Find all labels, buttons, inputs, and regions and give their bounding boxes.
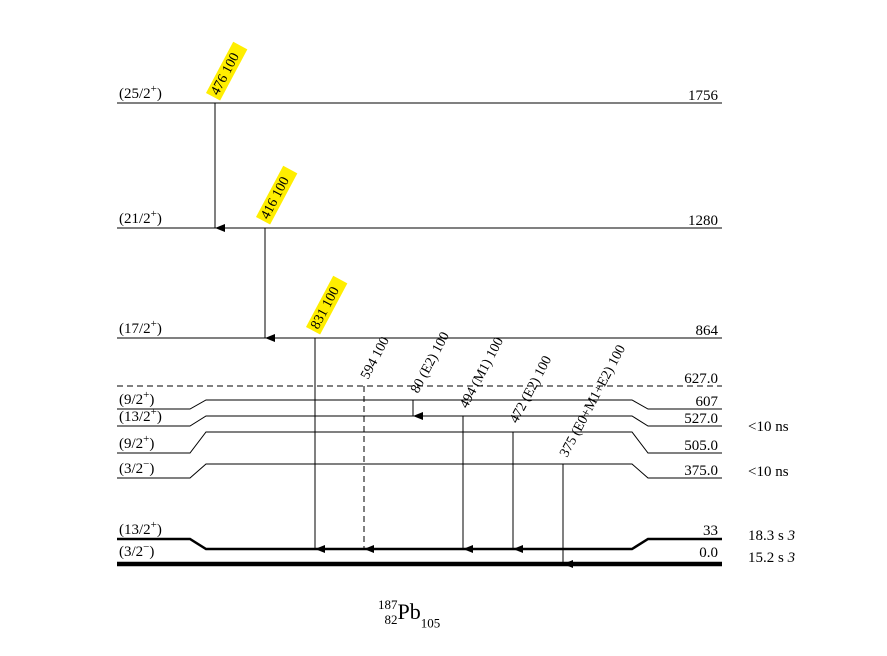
gamma-highlight-476: [205, 41, 248, 101]
halflife-0: 15.2 s 3: [748, 550, 795, 566]
halflife-527: <10 ns: [748, 419, 789, 435]
gamma-label-476: 476 100: [208, 51, 243, 98]
level-line-505: [117, 431, 722, 454]
gamma-label-831: 831 100: [308, 285, 343, 332]
nucleus-label: 187 82 Pb105: [378, 597, 440, 630]
level-line-607: [117, 399, 722, 410]
spin-label-0: (3/2−): [119, 541, 154, 560]
level-line-375: [117, 463, 722, 479]
spin-label-1756: (25/2+): [119, 83, 162, 102]
energy-label-0: 0.0: [699, 545, 718, 561]
nucleus-mass: 187: [378, 597, 398, 612]
gamma-label-416: 416 100: [258, 175, 293, 222]
spin-label-375: (3/2−): [119, 458, 154, 477]
spin-label-33: (13/2+): [119, 519, 162, 538]
gamma-highlight-416: [255, 165, 298, 225]
energy-label-1756: 1756: [688, 88, 719, 104]
level-line-33: [117, 537, 722, 551]
spin-label-505: (9/2+): [119, 433, 154, 452]
gamma-highlight-831: [305, 275, 348, 335]
energy-label-607: 607: [696, 394, 719, 410]
nucleus-z: 82: [384, 612, 398, 627]
energy-label-33: 33: [703, 523, 718, 539]
energy-label-1280: 1280: [688, 213, 718, 229]
nucleus-mass-z: 187 82: [378, 597, 398, 627]
energy-label-527: 527.0: [684, 411, 718, 427]
spin-label-1280: (21/2+): [119, 208, 162, 227]
halflife-33: 18.3 s 3: [748, 528, 795, 544]
gamma-label-375: 375 (E0+M1+E2) 100: [557, 343, 629, 460]
nucleus-n: 105: [420, 615, 441, 631]
energy-label-375: 375.0: [684, 463, 718, 479]
spin-label-607: (9/2+): [119, 389, 154, 408]
gamma-label-594: 594 100: [358, 335, 393, 382]
spin-label-527: (13/2+): [119, 406, 162, 425]
energy-label-627: 627.0: [684, 371, 718, 387]
spin-label-864: (17/2+): [119, 318, 162, 337]
nucleus-symbol: Pb: [397, 599, 421, 624]
energy-label-864: 864: [696, 323, 719, 339]
gamma-label-472: 472 (E2) 100: [507, 354, 555, 426]
halflife-375: <10 ns: [748, 464, 789, 480]
energy-label-505: 505.0: [684, 438, 718, 454]
level-line-527: [117, 415, 722, 427]
